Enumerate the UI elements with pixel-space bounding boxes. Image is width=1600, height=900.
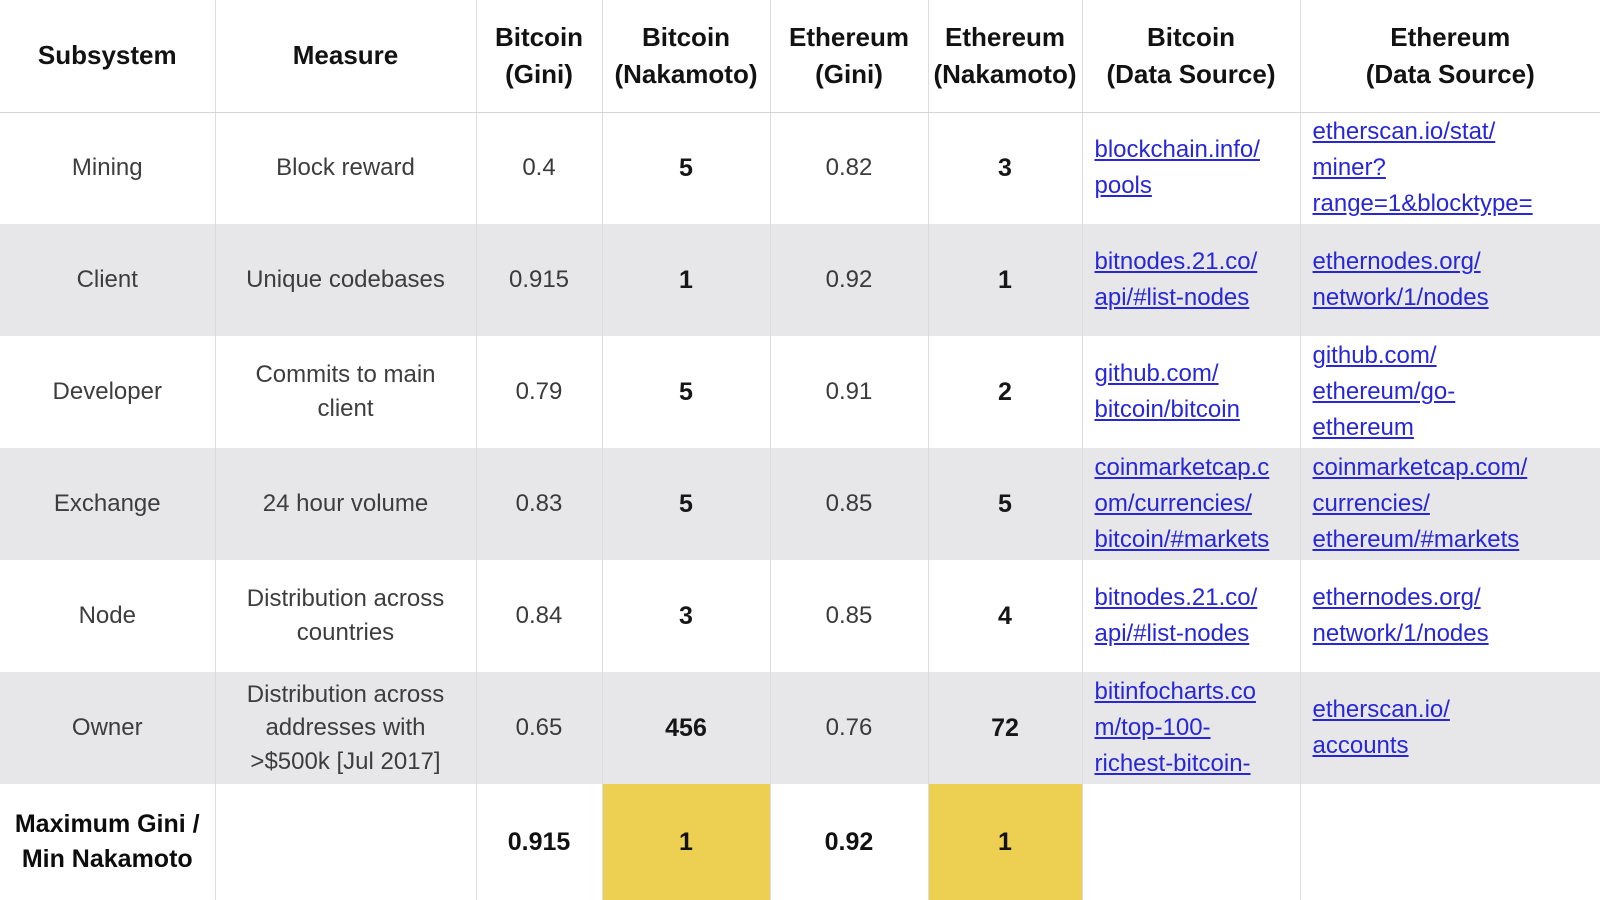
summary-ethereum-nakamoto-highlight-cell: 1 — [927, 784, 1083, 900]
table-row-exchange: Exchange 24 hour volume 0.83 5 0.85 5 co… — [0, 448, 1600, 560]
measure-cell: 24 hour volume — [214, 448, 477, 560]
ethereum-source-cell: etherscan.io/ accounts — [1299, 672, 1600, 784]
bitcoin-gini-cell: 0.83 — [475, 448, 603, 560]
ethereum-source-link[interactable]: coinmarketcap.com/ currencies/ ethereum/… — [1312, 454, 1528, 553]
summary-label-cell: Maximum Gini / Min Nakamoto — [0, 784, 216, 900]
ethereum-source-cell: coinmarketcap.com/ currencies/ ethereum/… — [1299, 448, 1600, 560]
summary-bitcoin-nakamoto-highlight-cell: 1 — [601, 784, 771, 900]
bitcoin-source-cell: coinmarketcap.c om/currencies/ bitcoin/#… — [1081, 448, 1301, 560]
table-row-client: Client Unique codebases 0.915 1 0.92 1 b… — [0, 224, 1600, 336]
table-row-owner: Owner Distribution across addresses with… — [0, 672, 1600, 784]
ethereum-source-link[interactable]: github.com/ ethereum/go- ethereum — [1312, 342, 1456, 441]
bitcoin-nakamoto-cell: 5 — [601, 112, 771, 224]
bitcoin-source-link[interactable]: blockchain.info/ pools — [1094, 136, 1260, 200]
ethereum-gini-cell: 0.76 — [769, 672, 929, 784]
summary-measure-cell — [214, 784, 477, 900]
ethereum-source-link[interactable]: ethernodes.org/ network/1/nodes — [1312, 248, 1489, 311]
ethereum-gini-cell: 0.82 — [769, 112, 929, 224]
bitcoin-source-cell: github.com/ bitcoin/bitcoin — [1081, 336, 1301, 448]
ethereum-source-cell: ethernodes.org/ network/1/nodes — [1299, 560, 1600, 672]
measure-cell: Commits to main client — [214, 336, 477, 448]
bitcoin-gini-cell: 0.65 — [475, 672, 603, 784]
summary-ethereum-source-cell — [1299, 784, 1600, 900]
ethereum-nakamoto-cell: 5 — [927, 448, 1083, 560]
bitcoin-source-link[interactable]: bitinfocharts.co m/top-100- richest-bitc… — [1094, 678, 1256, 777]
measure-cell: Unique codebases — [214, 224, 477, 336]
ethereum-nakamoto-cell: 2 — [927, 336, 1083, 448]
col-header-bitcoin-data-source: Bitcoin (Data Source) — [1081, 0, 1301, 113]
ethereum-source-cell: etherscan.io/stat/ miner? range=1&blockt… — [1299, 112, 1600, 224]
bitcoin-source-cell: blockchain.info/ pools — [1081, 112, 1301, 224]
bitcoin-source-link[interactable]: bitnodes.21.co/ api/#list-nodes — [1094, 584, 1258, 647]
bitcoin-source-cell: bitnodes.21.co/ api/#list-nodes — [1081, 224, 1301, 336]
subsystem-cell: Mining — [0, 112, 216, 224]
subsystem-cell: Client — [0, 224, 216, 336]
subsystem-cell: Owner — [0, 672, 216, 784]
table-row-node: Node Distribution across countries 0.84 … — [0, 560, 1600, 672]
ethereum-source-link[interactable]: ethernodes.org/ network/1/nodes — [1312, 584, 1489, 647]
measure-cell: Distribution across countries — [214, 560, 477, 672]
col-header-bitcoin-nakamoto: Bitcoin (Nakamoto) — [601, 0, 771, 113]
measure-cell: Distribution across addresses with >$500… — [214, 672, 477, 784]
ethereum-gini-cell: 0.91 — [769, 336, 929, 448]
col-header-ethereum-nakamoto: Ethereum (Nakamoto) — [927, 0, 1083, 113]
col-header-ethereum-data-source: Ethereum (Data Source) — [1299, 0, 1600, 113]
bitcoin-source-cell: bitinfocharts.co m/top-100- richest-bitc… — [1081, 672, 1301, 784]
subsystem-cell: Node — [0, 560, 216, 672]
bitcoin-gini-cell: 0.79 — [475, 336, 603, 448]
ethereum-nakamoto-cell: 72 — [927, 672, 1083, 784]
summary-bitcoin-gini-cell: 0.915 — [475, 784, 603, 900]
col-header-measure: Measure — [214, 0, 477, 113]
bitcoin-nakamoto-cell: 1 — [601, 224, 771, 336]
summary-row: Maximum Gini / Min Nakamoto 0.915 1 0.92… — [0, 784, 1600, 900]
col-header-subsystem: Subsystem — [0, 0, 216, 113]
bitcoin-source-cell: bitnodes.21.co/ api/#list-nodes — [1081, 560, 1301, 672]
ethereum-source-cell: ethernodes.org/ network/1/nodes — [1299, 224, 1600, 336]
bitcoin-gini-cell: 0.4 — [475, 112, 603, 224]
ethereum-gini-cell: 0.85 — [769, 448, 929, 560]
ethereum-nakamoto-cell: 3 — [927, 112, 1083, 224]
bitcoin-nakamoto-cell: 5 — [601, 448, 771, 560]
ethereum-source-link[interactable]: etherscan.io/ accounts — [1312, 696, 1450, 759]
table-header: Subsystem Measure Bitcoin (Gini) Bitcoin… — [0, 0, 1600, 113]
bitcoin-source-link[interactable]: github.com/ bitcoin/bitcoin — [1094, 360, 1240, 423]
subsystem-cell: Developer — [0, 336, 216, 448]
ethereum-gini-cell: 0.92 — [769, 224, 929, 336]
bitcoin-gini-cell: 0.84 — [475, 560, 603, 672]
ethereum-gini-cell: 0.85 — [769, 560, 929, 672]
summary-bitcoin-source-cell — [1081, 784, 1301, 900]
subsystem-cell: Exchange — [0, 448, 216, 560]
table-row-mining: Mining Block reward 0.4 5 0.82 3 blockch… — [0, 112, 1600, 224]
bitcoin-source-link[interactable]: bitnodes.21.co/ api/#list-nodes — [1094, 248, 1258, 311]
header-row: Subsystem Measure Bitcoin (Gini) Bitcoin… — [0, 0, 1600, 113]
ethereum-source-link[interactable]: etherscan.io/stat/ miner? range=1&blockt… — [1312, 118, 1533, 218]
ethereum-nakamoto-cell: 4 — [927, 560, 1083, 672]
bitcoin-gini-cell: 0.915 — [475, 224, 603, 336]
bitcoin-source-link[interactable]: coinmarketcap.c om/currencies/ bitcoin/#… — [1094, 454, 1270, 553]
bitcoin-nakamoto-cell: 5 — [601, 336, 771, 448]
col-header-bitcoin-gini: Bitcoin (Gini) — [475, 0, 603, 113]
bitcoin-nakamoto-cell: 456 — [601, 672, 771, 784]
table-body: Mining Block reward 0.4 5 0.82 3 blockch… — [0, 112, 1600, 900]
col-header-ethereum-gini: Ethereum (Gini) — [769, 0, 929, 113]
ethereum-nakamoto-cell: 1 — [927, 224, 1083, 336]
ethereum-source-cell: github.com/ ethereum/go- ethereum — [1299, 336, 1600, 448]
summary-ethereum-gini-cell: 0.92 — [769, 784, 929, 900]
table-row-developer: Developer Commits to main client 0.79 5 … — [0, 336, 1600, 448]
bitcoin-nakamoto-cell: 3 — [601, 560, 771, 672]
measure-cell: Block reward — [214, 112, 477, 224]
